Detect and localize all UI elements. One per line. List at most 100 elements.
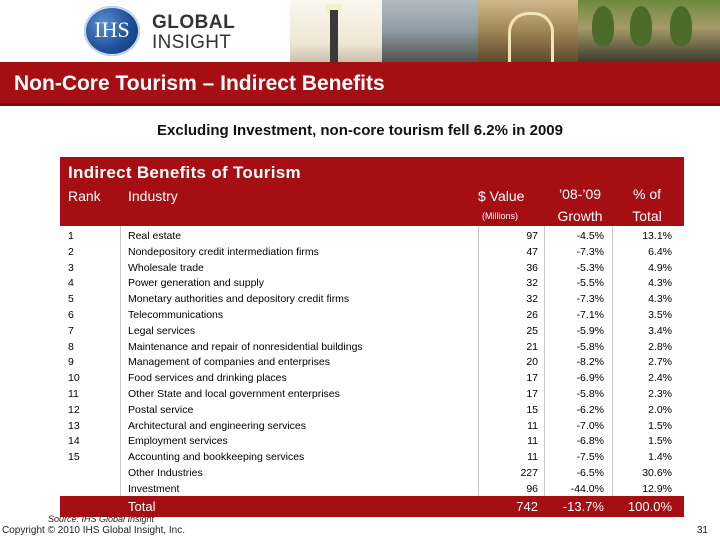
total-row: Total 742 -13.7% 100.0% <box>60 497 684 517</box>
industry-cell: Legal services <box>128 324 196 337</box>
growth-cell: -6.9% <box>576 372 604 385</box>
rank-cell: 5 <box>68 293 74 306</box>
industry-cell: Nondepository credit intermediation firm… <box>128 245 319 258</box>
photo-street <box>382 0 478 62</box>
pct-cell: 2.8% <box>648 340 672 353</box>
value-cell: 26 <box>526 309 538 321</box>
table-row: 6 Telecommunications 26 -7.1% 3.5% <box>60 307 684 323</box>
pct-cell: 2.3% <box>648 388 672 400</box>
industry-cell: Architectural and engineering services <box>128 419 307 432</box>
growth-cell: -5.8% <box>576 388 604 400</box>
total-value: 742 <box>516 499 538 514</box>
pct-cell: 12.9% <box>642 482 672 495</box>
photo-hall <box>478 0 578 62</box>
rank-cell: 9 <box>68 356 74 369</box>
value-cell: 96 <box>526 482 538 495</box>
pct-cell: 4.3% <box>648 293 672 306</box>
growth-cell: -5.8% <box>576 340 604 353</box>
pct-cell: 2.7% <box>648 356 672 369</box>
rank-cell: 1 <box>68 230 74 242</box>
pct-cell: 4.3% <box>648 277 672 290</box>
value-cell: 11 <box>527 419 538 432</box>
value-cell: 32 <box>526 293 538 306</box>
growth-cell: -8.2% <box>576 356 604 369</box>
industry-cell: Other State and local government enterpr… <box>128 388 340 400</box>
table-row: 7 Legal services 25 -5.9% 3.4% <box>60 323 684 339</box>
growth-cell: -5.3% <box>576 261 604 274</box>
header-photo-strip <box>290 0 720 62</box>
industry-cell: Management of companies and enterprises <box>128 356 330 369</box>
growth-cell: -6.5% <box>576 467 604 479</box>
value-cell: 20 <box>526 356 538 369</box>
slide-subtitle: Excluding Investment, non-core tourism f… <box>157 122 563 139</box>
title-bar <box>0 62 720 106</box>
growth-cell: -7.0% <box>576 419 604 432</box>
total-pct: 100.0% <box>627 499 672 514</box>
growth-cell: -7.3% <box>576 293 604 306</box>
growth-cell: -7.3% <box>576 245 604 258</box>
rank-cell: 2 <box>68 245 74 258</box>
pct-cell: 30.6% <box>642 467 672 479</box>
rank-cell: 3 <box>68 261 74 274</box>
table-row: 10 Food services and drinking places 17 -6.… <box>60 370 684 386</box>
ihs-logo-icon <box>84 6 140 56</box>
value-cell: 32 <box>526 277 538 290</box>
rank-cell: 15 <box>68 451 80 464</box>
page-title: Non-Core Tourism – Indirect Benefits <box>14 72 385 95</box>
growth-cell: -7.1% <box>576 309 604 321</box>
pct-cell: 4.9% <box>648 261 672 274</box>
table-row: Investment 96 -44.0% 12.9% <box>60 481 684 497</box>
industry-cell: Real estate <box>128 230 182 242</box>
industry-cell: Maintenance and repair of nonresidential… <box>128 340 363 353</box>
table-row: 4 Power generation and supply 32 -5.5% 4.3% <box>60 275 684 291</box>
slide-header: IHS GLOBAL INSIGHT <box>0 0 720 62</box>
industry-cell: Food services and drinking places <box>128 372 287 385</box>
industry-cell: Power generation and supply <box>128 277 265 290</box>
table-row: 15 Accounting and bookkeeping services 11 -… <box>60 449 684 465</box>
header-growth-line2: Growth <box>557 208 603 224</box>
value-cell: 47 <box>526 245 538 258</box>
table-row: 2 Nondepository credit intermediation fir… <box>60 244 684 260</box>
pct-cell: 3.4% <box>648 324 672 337</box>
table-row: 1 Real estate 97 -4.5% 13.1% <box>60 228 684 244</box>
rank-cell: 7 <box>68 324 74 337</box>
growth-cell: -4.5% <box>576 230 604 242</box>
value-cell: 36 <box>526 261 538 274</box>
value-cell: 15 <box>526 403 538 416</box>
logo-text: IHS <box>94 17 130 42</box>
table-body <box>60 226 684 496</box>
pct-cell: 13.1% <box>642 230 672 242</box>
growth-cell: -5.9% <box>576 324 604 337</box>
source-note: Source: IHS Global Insight <box>48 514 155 524</box>
value-cell: 17 <box>526 372 538 385</box>
header-value-unit: (Millions) <box>482 211 518 221</box>
value-cell: 21 <box>526 340 538 353</box>
industry-cell: Telecommunications <box>128 309 224 321</box>
growth-cell: -44.0% <box>570 482 604 495</box>
pct-cell: 1.5% <box>648 435 672 448</box>
header-pct-line1: % of <box>632 186 661 202</box>
photo-lighthouse <box>290 0 382 62</box>
value-cell: 25 <box>526 324 538 337</box>
rank-cell: 10 <box>68 372 80 385</box>
total-label: Total <box>128 499 156 514</box>
industry-cell: Accounting and bookkeeping services <box>128 451 305 464</box>
growth-cell: -6.8% <box>576 435 604 448</box>
rank-cell: 14 <box>68 435 80 448</box>
header-rank: Rank <box>68 188 101 204</box>
value-cell: 17 <box>526 388 538 400</box>
table-row: 12 Postal service 15 -6.2% 2.0% <box>60 402 684 418</box>
table-title: Indirect Benefits of Tourism <box>68 163 301 182</box>
brand-line-1: GLOBAL <box>152 12 236 33</box>
rank-cell: 6 <box>68 309 74 321</box>
value-cell: 11 <box>527 451 538 464</box>
industry-cell: Other Industries <box>128 467 203 479</box>
industry-cell: Wholesale trade <box>128 261 204 274</box>
growth-cell: -6.2% <box>576 403 604 416</box>
rank-cell: 13 <box>68 419 80 432</box>
column-divider <box>478 226 479 496</box>
table-row: 3 Wholesale trade 36 -5.3% 4.9% <box>60 260 684 276</box>
industry-cell: Monetary authorities and depository cred… <box>128 293 350 306</box>
industry-cell: Employment services <box>128 435 228 448</box>
table-row: 8 Maintenance and repair of nonresidentia… <box>60 339 684 355</box>
